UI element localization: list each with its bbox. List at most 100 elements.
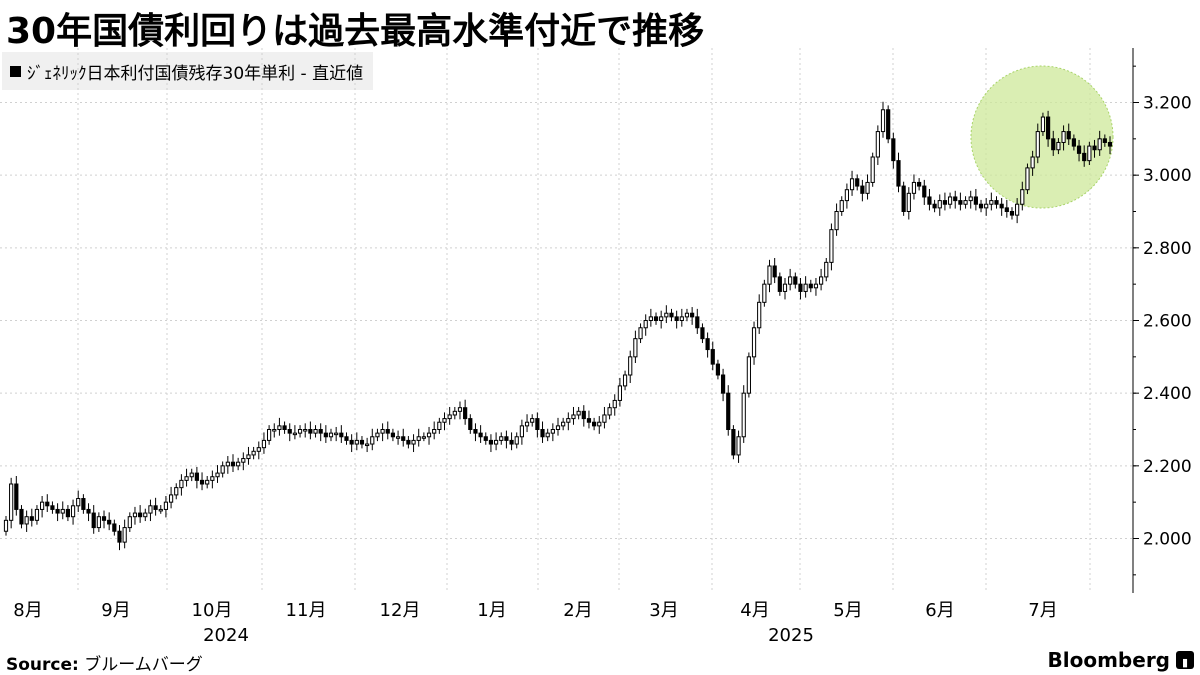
candle-body	[669, 312, 674, 318]
candle-body	[772, 265, 777, 278]
source-label: Source:	[6, 655, 79, 675]
candle-body	[746, 356, 751, 394]
chart-title: 30年国債利回りは過去最高水準付近で推移	[6, 11, 705, 52]
candle-body	[463, 407, 468, 420]
candle-body	[808, 283, 813, 289]
candle-body	[576, 410, 581, 416]
candle-body	[989, 200, 994, 205]
y-tick-label: 2.600	[1143, 312, 1192, 332]
candle-body	[246, 454, 251, 460]
candle-body	[179, 479, 184, 489]
x-tick-label: 9月	[101, 600, 130, 621]
candle-body	[690, 312, 695, 318]
candle-body	[870, 156, 875, 183]
candle-body	[406, 439, 411, 445]
candle-body	[886, 109, 891, 140]
candle-body	[963, 200, 968, 205]
x-tick-label: 3月	[649, 600, 678, 621]
candle-body	[189, 472, 194, 478]
candle-body	[782, 283, 788, 292]
candle-body	[715, 363, 721, 376]
candle-body	[519, 425, 524, 438]
candle-body	[132, 512, 138, 518]
year-label: 2025	[768, 625, 814, 646]
candle-body	[798, 283, 803, 292]
candle-body	[1066, 131, 1071, 140]
candle-body	[880, 109, 886, 133]
candle-body	[432, 429, 437, 434]
candle-body	[586, 418, 592, 423]
candle-body	[927, 196, 932, 205]
candle-body	[617, 385, 623, 401]
x-tick-label: 12月	[380, 600, 421, 621]
candle-body	[901, 185, 906, 212]
candle-body	[138, 512, 143, 518]
candle-body	[695, 316, 700, 329]
candle-body	[65, 508, 71, 518]
source-note: Source: ブルームバーグ	[6, 650, 203, 675]
candle-body	[148, 505, 153, 514]
candle-body	[86, 508, 91, 514]
candle-body	[731, 429, 736, 456]
candle-body	[153, 505, 158, 510]
bloomberg-logo: Bloomberg ▮	[1048, 648, 1194, 672]
candle-body	[607, 407, 612, 416]
candle-body	[313, 429, 318, 434]
candle-body	[643, 320, 648, 329]
candle-body	[287, 429, 292, 434]
candle-body	[906, 192, 911, 212]
candle-body	[1015, 203, 1020, 216]
candle-body	[122, 527, 127, 543]
candle-body	[566, 418, 571, 423]
candle-body	[215, 472, 220, 478]
y-tick-label: 3.200	[1143, 94, 1192, 114]
candle-body	[1102, 138, 1107, 143]
candle-body	[468, 418, 473, 431]
candle-body	[483, 436, 488, 441]
candle-body	[1071, 138, 1076, 147]
candle-body	[457, 407, 463, 412]
candle-body	[545, 432, 550, 438]
y-tick-label: 2.400	[1143, 384, 1192, 404]
candle-body	[1020, 189, 1025, 205]
candle-body	[705, 338, 710, 351]
candle-body	[261, 439, 267, 449]
candle-body	[236, 461, 241, 467]
candle-body	[653, 316, 659, 322]
candle-body	[272, 429, 277, 432]
candle-body	[380, 429, 385, 434]
candle-body	[720, 374, 726, 394]
candle-body	[953, 196, 958, 202]
candle-body	[76, 498, 81, 507]
candle-body	[535, 418, 540, 431]
candle-body	[256, 447, 261, 452]
y-tick-label: 2.800	[1143, 239, 1192, 259]
candle-body	[184, 476, 189, 481]
candle-body	[700, 327, 705, 340]
candle-body	[101, 516, 107, 521]
candle-body	[968, 196, 973, 202]
x-tick-label: 10月	[192, 600, 233, 621]
candle-body	[937, 200, 942, 209]
candle-body	[29, 516, 34, 521]
candle-body	[354, 439, 359, 445]
candle-body	[34, 508, 40, 521]
candle-body	[174, 487, 179, 496]
candle-body	[339, 432, 344, 438]
candle-body	[365, 443, 370, 447]
candle-body	[1107, 141, 1113, 147]
candle-body	[493, 439, 499, 445]
candle-body	[1082, 152, 1087, 162]
candle-body	[210, 476, 215, 481]
x-tick-label: 1月	[477, 600, 506, 621]
candle-body	[540, 429, 545, 438]
candle-body	[762, 283, 767, 303]
candle-body	[638, 327, 643, 340]
x-tick-label: 6月	[925, 600, 954, 621]
candle-body	[277, 425, 282, 431]
candle-body	[875, 131, 880, 158]
candle-body	[359, 439, 365, 445]
candle-body	[194, 472, 199, 481]
candle-body	[849, 178, 855, 191]
candle-body	[297, 429, 303, 434]
